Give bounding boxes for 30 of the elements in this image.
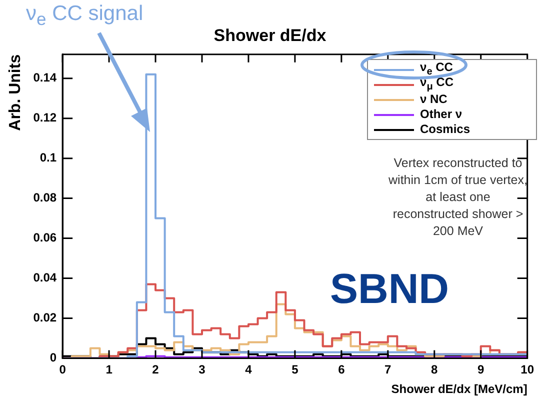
chart-title: Shower dE/dx — [214, 26, 327, 45]
x-tick-label: 7 — [384, 362, 392, 377]
y-tick-label: 0.04 — [33, 270, 57, 285]
x-tick-label: 6 — [338, 362, 346, 377]
x-tick-label: 10 — [520, 362, 534, 377]
text: ν$_{e}$ CC signal — [26, 2, 144, 30]
y-tick-label: 0.14 — [33, 70, 57, 85]
legend-label: Cosmics — [420, 122, 470, 136]
y-axis-title: Arb. Units — [7, 54, 24, 131]
x-tick-label: 0 — [59, 362, 66, 377]
legend-label: ν$_{μ}$ CC — [420, 74, 454, 94]
legend-label: ν$_{e}$ CC — [420, 60, 453, 78]
x-tick-label: 4 — [245, 362, 252, 377]
legend-label: ν NC — [420, 92, 448, 106]
y-tick-label: 0.12 — [33, 110, 57, 125]
x-tick-label: 8 — [431, 362, 438, 377]
x-tick-label: 5 — [292, 362, 299, 377]
x-tick-label: 3 — [198, 362, 206, 377]
x-tick-label: 2 — [152, 362, 160, 377]
y-tick-label: 0.02 — [33, 310, 57, 325]
y-tick-label: 0.08 — [33, 190, 57, 205]
x-tick-label: 1 — [106, 362, 113, 377]
y-tick-label: 0.06 — [33, 230, 57, 245]
y-tick-label: 0 — [50, 350, 57, 365]
annotation: Vertex reconstructed to within 1cm of true vertex, at least one reconstructed shower > 200 MeV — [388, 155, 528, 240]
x-tick-label: 9 — [478, 362, 485, 377]
annotation: SBND — [330, 265, 450, 313]
legend-label: Other ν — [420, 107, 462, 121]
x-axis-title: Shower dE/dx [MeV/cm] — [391, 382, 528, 396]
y-tick-label: 0.1 — [40, 150, 57, 165]
